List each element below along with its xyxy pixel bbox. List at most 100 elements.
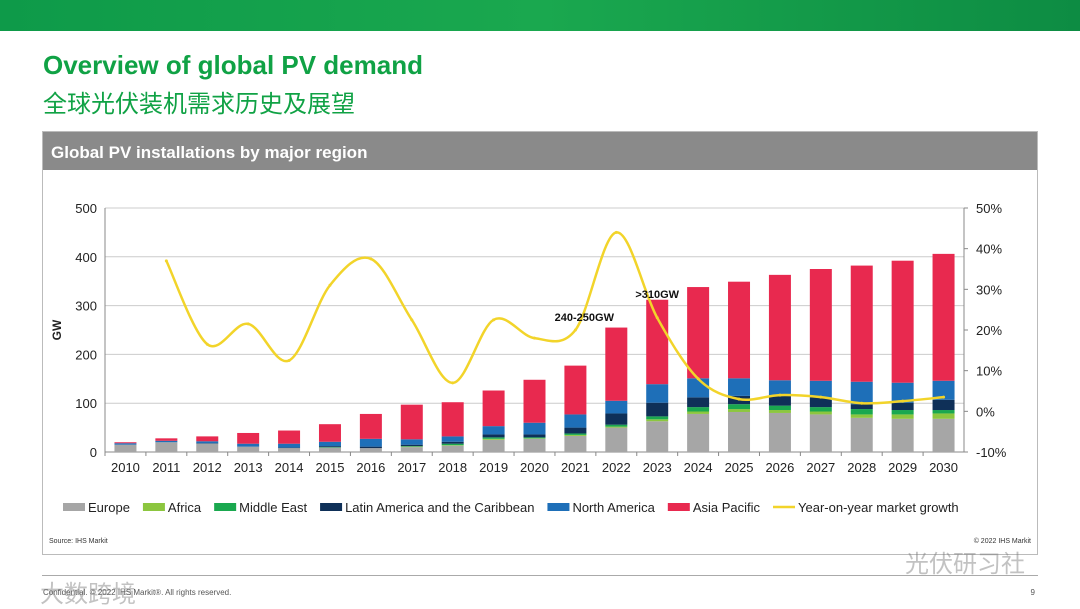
legend-label: Latin America and the Caribbean — [345, 500, 534, 515]
legend-swatch — [63, 503, 85, 511]
x-tick-label: 2029 — [888, 460, 917, 475]
bar-europe — [605, 428, 627, 452]
watermark-right: 光伏研习社 — [905, 544, 1025, 579]
bar-latin-america-and-the-caribbean — [933, 400, 955, 410]
bar-middle-east — [483, 437, 505, 438]
bar-europe — [483, 440, 505, 452]
bar-middle-east — [605, 425, 627, 427]
bar-africa — [564, 435, 586, 436]
growth-point — [328, 284, 331, 287]
legend-label: Europe — [88, 500, 130, 515]
growth-point — [778, 394, 781, 397]
bar-europe — [114, 445, 136, 452]
bar-asia-pacific — [319, 424, 341, 442]
bar-asia-pacific — [278, 431, 300, 444]
y2-tick-label: 40% — [976, 242, 1002, 257]
y-tick-label: 300 — [75, 299, 97, 314]
y2-tick-label: 20% — [976, 323, 1002, 338]
bar-asia-pacific — [564, 366, 586, 415]
bar-latin-america-and-the-caribbean — [892, 403, 914, 410]
bar-europe — [278, 448, 300, 452]
y-tick-label: 100 — [75, 396, 97, 411]
x-tick-label: 2012 — [193, 460, 222, 475]
bar-europe — [892, 419, 914, 452]
growth-point — [533, 337, 536, 340]
legend-label: North America — [572, 500, 655, 515]
x-tick-label: 2026 — [765, 460, 794, 475]
growth-point — [697, 377, 700, 380]
bar-north-america — [278, 444, 300, 448]
top-banner — [0, 0, 1080, 31]
page-title: Overview of global PV demand — [43, 50, 423, 81]
x-tick-label: 2021 — [561, 460, 590, 475]
bar-europe — [687, 414, 709, 452]
bar-latin-america-and-the-caribbean — [319, 446, 341, 447]
bar-middle-east — [524, 437, 546, 438]
growth-point — [206, 343, 209, 346]
x-tick-label: 2024 — [684, 460, 713, 475]
growth-point — [819, 396, 822, 399]
legend-swatch — [320, 503, 342, 511]
bar-europe — [155, 442, 177, 452]
bar-europe — [442, 446, 464, 452]
bar-asia-pacific — [196, 436, 218, 441]
bar-middle-east — [564, 433, 586, 434]
y-tick-label: 500 — [75, 201, 97, 216]
bar-asia-pacific — [933, 254, 955, 381]
bar-europe — [810, 414, 832, 452]
bar-europe — [401, 447, 423, 452]
bar-middle-east — [687, 407, 709, 411]
bar-europe — [728, 412, 750, 452]
bar-africa — [605, 427, 627, 428]
x-tick-label: 2018 — [438, 460, 467, 475]
bar-asia-pacific — [360, 414, 382, 439]
bar-europe — [360, 448, 382, 452]
growth-point — [165, 259, 168, 262]
bar-latin-america-and-the-caribbean — [646, 403, 668, 417]
bar-europe — [319, 448, 341, 452]
bar-africa — [851, 414, 873, 417]
stacked-bar-chart: 0100200300400500-10%0%10%20%30%40%50%GW2… — [43, 132, 1039, 556]
bar-europe — [933, 419, 955, 452]
bar-latin-america-and-the-caribbean — [401, 445, 423, 446]
growth-point — [860, 402, 863, 405]
x-tick-label: 2030 — [929, 460, 958, 475]
bar-latin-america-and-the-caribbean — [564, 428, 586, 434]
growth-point — [247, 322, 250, 325]
y-tick-label: 400 — [75, 250, 97, 265]
bar-africa — [728, 409, 750, 412]
y-axis-label: GW — [50, 319, 64, 340]
y2-tick-label: 10% — [976, 364, 1002, 379]
bar-asia-pacific — [728, 282, 750, 379]
x-tick-label: 2019 — [479, 460, 508, 475]
source-note: Source: IHS Markit — [49, 538, 108, 545]
bar-asia-pacific — [687, 287, 709, 378]
footer-divider — [42, 575, 1038, 576]
bar-middle-east — [810, 407, 832, 411]
bar-middle-east — [892, 410, 914, 414]
bar-middle-east — [933, 410, 955, 413]
bar-north-america — [605, 401, 627, 414]
x-tick-label: 2027 — [806, 460, 835, 475]
growth-point — [738, 398, 741, 401]
bar-africa — [933, 413, 955, 418]
bar-asia-pacific — [237, 433, 259, 444]
y2-tick-label: 50% — [976, 201, 1002, 216]
bar-africa — [810, 411, 832, 414]
bar-asia-pacific — [810, 269, 832, 381]
growth-point — [656, 316, 659, 319]
x-tick-label: 2025 — [725, 460, 754, 475]
bar-north-america — [524, 423, 546, 435]
bar-north-america — [114, 443, 136, 444]
bar-africa — [483, 439, 505, 440]
bar-latin-america-and-the-caribbean — [605, 413, 627, 424]
x-tick-label: 2016 — [356, 460, 385, 475]
x-tick-label: 2022 — [602, 460, 631, 475]
bar-north-america — [360, 439, 382, 447]
y2-tick-label: 0% — [976, 404, 995, 419]
bar-europe — [646, 421, 668, 452]
bar-middle-east — [442, 444, 464, 445]
bar-north-america — [237, 444, 259, 447]
bar-annotation: >310GW — [635, 289, 679, 301]
y2-tick-label: 30% — [976, 282, 1002, 297]
